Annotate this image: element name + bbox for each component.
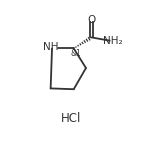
Text: NH₂: NH₂: [103, 36, 123, 46]
Text: &1: &1: [70, 50, 81, 58]
Text: NH: NH: [43, 42, 59, 52]
Text: O: O: [87, 15, 95, 25]
Text: HCl: HCl: [61, 112, 81, 125]
